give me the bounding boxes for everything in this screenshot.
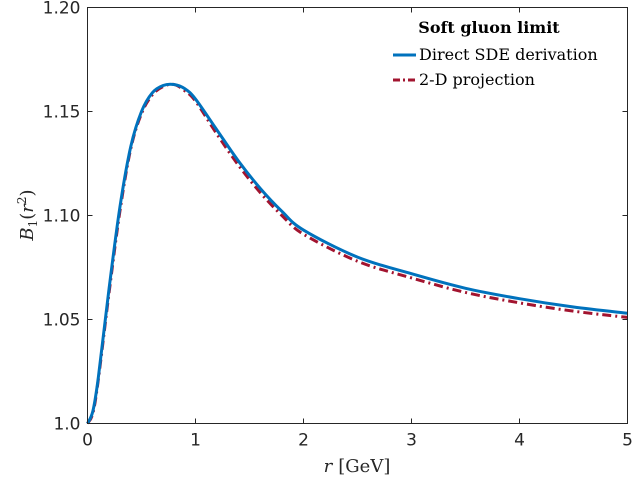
legend-label-direct-sde: Direct SDE derivation <box>419 45 598 64</box>
x-tick-label: 3 <box>406 431 417 451</box>
y-axis-title: B1(r2) <box>15 189 40 241</box>
x-tick-label: 0 <box>82 431 93 451</box>
legend-title: Soft gluon limit <box>418 18 560 37</box>
y-tick-label: 1.05 <box>43 311 81 331</box>
series-line-2d-projection <box>86 82 628 425</box>
plot-frame <box>87 7 628 424</box>
y-tick-label: 1.0 <box>53 415 80 435</box>
x-tick-label: 2 <box>298 431 309 451</box>
plot-lines <box>86 82 628 425</box>
x-axis-title: r [GeV] <box>324 456 391 477</box>
legend: Soft gluon limit Direct SDE derivation 2… <box>393 18 598 89</box>
x-tick-label: 4 <box>514 431 525 451</box>
legend-label-2d-projection: 2-D projection <box>419 70 535 89</box>
x-tick-label: 5 <box>622 431 632 451</box>
y-tick-label: 1.15 <box>43 103 81 123</box>
y-tick-label: 1.10 <box>43 207 81 227</box>
tick-labels: 0 1 2 3 4 5 1.0 1.05 1.10 1.15 1.20 <box>43 0 632 451</box>
ticks <box>87 7 628 424</box>
y-tick-label: 1.20 <box>43 0 81 19</box>
series-line-direct-sde <box>86 82 628 425</box>
x-tick-label: 1 <box>190 431 201 451</box>
